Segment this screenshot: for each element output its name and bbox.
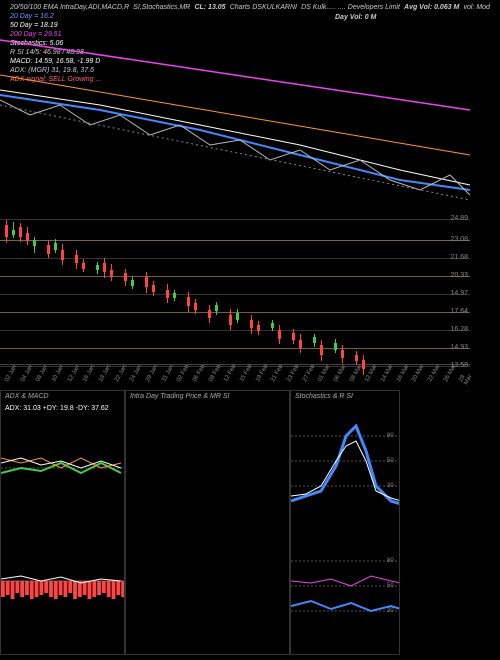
price-level-label: 20.33 (450, 272, 468, 279)
candle (187, 297, 190, 306)
stochastics-panel[interactable]: Stochastics & R SI 80 50 30 80 50 30 (290, 390, 400, 655)
sub-panels-row: ADX & MACD ADX: 31.03 +DY: 19.8 -DY: 37.… (0, 390, 500, 660)
header-indicators-label: 20/50/100 EMA IntraDay,ADI,MACD,R (10, 4, 129, 11)
adx-values-text: ADX: 31.03 +DY: 19.8 -DY: 37.62 (5, 405, 109, 412)
candle (54, 243, 57, 250)
main-chart-area[interactable]: 24.89 23.08 21.68 20.33 14.97 17.64 16.28 14.93… (0, 15, 470, 365)
stoch-y-label: 50 (387, 458, 394, 464)
adx-panel-title: ADX & MACD (5, 393, 49, 400)
candle (215, 305, 218, 311)
x-axis-tick: 28 Mar (458, 370, 474, 386)
candle (271, 323, 274, 328)
header-ticker: Charts DSKULKARNI (230, 4, 297, 11)
candle (47, 245, 50, 254)
price-level-label: 17.64 (450, 308, 468, 315)
stoch-y-label: 80 (387, 558, 394, 564)
x-axis-tick: 12 Jan (67, 364, 81, 383)
x-axis-tick: 24 Jan (129, 364, 143, 383)
macd-histogram (1, 531, 125, 651)
header-bar: 20/50/100 EMA IntraDay,ADI,MACD,R SI,Sto… (0, 2, 500, 13)
candle (166, 290, 169, 298)
stochastics-top-chart (291, 406, 400, 516)
stoch-y-label: 30 (387, 608, 394, 614)
x-axis-tick: 16 Jan (82, 364, 96, 383)
x-axis-tick: 10 Jan (51, 364, 65, 383)
candle (236, 313, 239, 320)
candle (257, 325, 260, 331)
price-level-label: 14.97 (450, 290, 468, 297)
candle (124, 273, 127, 281)
candle (208, 310, 211, 318)
price-level-label: 21.68 (450, 254, 468, 261)
stoch-y-label: 30 (387, 483, 394, 489)
x-axis-tick: 29 Jan (145, 364, 159, 383)
candle (229, 315, 232, 325)
x-axis-tick: 02 Jan (4, 364, 18, 383)
price-level-label: 16.28 (450, 326, 468, 333)
candle (75, 255, 78, 263)
price-level-label: 24.89 (450, 215, 468, 222)
candle (355, 355, 358, 361)
candle (152, 285, 155, 292)
candle (19, 227, 22, 237)
stochastics-bottom-chart (291, 531, 400, 651)
candle (131, 280, 134, 286)
candle (33, 240, 36, 246)
x-axis-tick: 22 Jan (114, 364, 128, 383)
candle (145, 277, 148, 287)
candle (96, 265, 99, 270)
header-avg-vol: Avg Vol: 0.063 M (404, 4, 459, 11)
intraday-panel[interactable]: Intra Day Trading Price & MR SI (125, 390, 290, 655)
candle (61, 250, 64, 260)
x-axis-tick: 04 Jan (20, 364, 34, 383)
header-close-price: CL: 13.05 (194, 4, 225, 11)
header-right: vol: Mod (464, 4, 490, 11)
candle (278, 330, 281, 339)
moving-average-lines (0, 15, 470, 215)
candle (292, 333, 295, 340)
header-indicators-label2: SI,Stochastics,MR (133, 4, 190, 11)
candle (110, 270, 113, 277)
stoch-y-label: 80 (387, 433, 394, 439)
x-axis-tick: 18 Jan (98, 364, 112, 383)
candle (320, 345, 323, 355)
candle (313, 337, 316, 343)
intraday-panel-title: Intra Day Trading Price & MR SI (130, 393, 229, 400)
adx-line-chart (1, 413, 125, 523)
candle (103, 263, 106, 272)
candle (341, 350, 344, 358)
x-axis-tick: 08 Jan (35, 364, 49, 383)
candle (250, 320, 253, 328)
candle (173, 293, 176, 298)
date-axis: 02 Jan04 Jan08 Jan10 Jan12 Jan16 Jan18 J… (0, 368, 470, 383)
candle (5, 225, 8, 237)
candle (26, 233, 29, 241)
x-axis-tick: 31 Jan (161, 364, 175, 383)
candle (299, 340, 302, 348)
price-level-label: 23.08 (450, 236, 468, 243)
header-company: DS Kulk..... .... Developers Limit (301, 4, 400, 11)
candle (82, 263, 85, 269)
stoch-panel-title: Stochastics & R SI (295, 393, 353, 400)
candle (194, 303, 197, 310)
candle (334, 343, 337, 350)
adx-macd-panel[interactable]: ADX & MACD ADX: 31.03 +DY: 19.8 -DY: 37.… (0, 390, 125, 655)
candle (12, 230, 15, 235)
stoch-y-label: 50 (387, 583, 394, 589)
price-level-label: 14.93 (450, 344, 468, 351)
